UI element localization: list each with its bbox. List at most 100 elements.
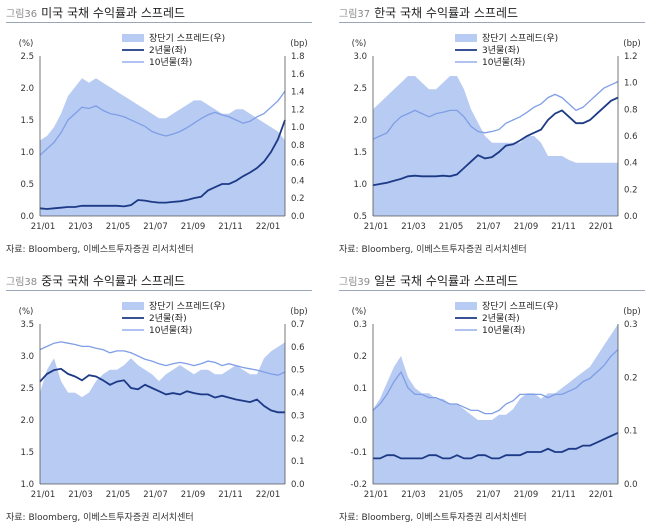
- chart-jp: (%) (bp) 0.3 0.2 0.1 0.0 -0.1 -0.2 0.3 0.2 0.1 0.0 2…: [350, 301, 640, 500]
- left-tick-label: 2.0: [20, 416, 34, 426]
- left-tick-label: -0.1: [350, 448, 367, 458]
- title-divider: [6, 290, 312, 291]
- left-axis-unit: (%): [19, 307, 34, 317]
- x-tick-label: 21/05: [439, 490, 464, 500]
- right-tick-label: 0.3: [291, 411, 305, 421]
- panel-title: 그림37 한국 국채 수익률과 스프레드: [339, 4, 518, 21]
- right-tick-label: 0.6: [291, 159, 305, 169]
- right-tick-label: 1.4: [291, 88, 305, 98]
- right-tick-label: 0.2: [624, 373, 638, 383]
- left-tick-label: 1.5: [20, 116, 34, 126]
- x-tick-label: 21/01: [31, 490, 56, 500]
- right-tick-label: 0.2: [291, 194, 305, 204]
- left-tick-label: 2.5: [20, 52, 34, 62]
- left-tick-label: 2.0: [20, 84, 34, 94]
- chart-title: 중국 국채 수익률과 스프레드: [41, 274, 186, 288]
- long-term-yield-line: [39, 90, 286, 156]
- legend-spread-label: 장단기 스프레드(우): [482, 33, 558, 44]
- x-tick-label: 21/01: [31, 222, 56, 232]
- left-tick-label: -0.2: [350, 480, 367, 490]
- right-tick-label: 0.8: [624, 105, 638, 115]
- right-tick-label: 0.0: [624, 480, 638, 490]
- chart-kr: (%) (bp) 3.0 2.5 2.0 1.5 1.0 0.5 1.2 1.0 0.8 0.6 0.4…: [352, 33, 641, 232]
- left-tick-label: 1.0: [353, 180, 367, 190]
- legend-long-label: 10년물(좌): [482, 57, 525, 68]
- left-tick-label: 0.5: [353, 212, 367, 222]
- left-tick-label: 3.5: [20, 320, 34, 330]
- right-tick-label: 0.0: [291, 480, 305, 490]
- chart-panel-jp: 그림39 일본 국채 수익률과 스프레드 (%) (bp) 0.3 0.2 0.1 0.0 -…: [333, 268, 653, 523]
- x-tick-label: 21/05: [439, 222, 464, 232]
- short-term-yield-line: [372, 96, 619, 187]
- title-divider: [6, 22, 312, 23]
- spread-area: [40, 78, 285, 216]
- chart-title: 한국 국채 수익률과 스프레드: [374, 6, 519, 20]
- right-tick-label: 0.0: [291, 212, 305, 222]
- chart-panel-cn: 그림38 중국 국채 수익률과 스프레드 (%) (bp) 3.5 3.0 2.5 2.0 1…: [0, 268, 320, 523]
- chart-panel-kr: 그림37 한국 국채 수익률과 스프레드 (%) (bp) 3.0 2.5 2.0 1.5 1…: [333, 0, 653, 255]
- left-tick-label: 1.0: [20, 480, 34, 490]
- short-term-yield-line: [39, 367, 285, 414]
- left-tick-label: 1.5: [20, 448, 34, 458]
- right-tick-label: 0.4: [624, 159, 638, 169]
- right-tick-label: 0.4: [291, 176, 305, 186]
- right-axis-unit: (bp): [290, 39, 307, 49]
- legend-short-label: 2년물(좌): [482, 313, 520, 324]
- spread-area: [373, 76, 618, 216]
- legend-long-label: 10년물(좌): [482, 325, 525, 336]
- right-tick-label: 0.2: [291, 434, 305, 444]
- legend-long-label: 10년물(좌): [149, 57, 192, 68]
- long-term-yield-line: [372, 349, 619, 415]
- x-tick-label: 21/09: [181, 222, 206, 232]
- x-tick-label: 21/07: [476, 490, 501, 500]
- left-axis-unit: (%): [352, 39, 367, 49]
- title-divider: [339, 290, 645, 291]
- x-tick-label: 21/07: [143, 222, 168, 232]
- x-tick-label: 22/01: [589, 222, 614, 232]
- figure-number: 그림39: [339, 277, 371, 288]
- panel-title: 그림39 일본 국채 수익률과 스프레드: [339, 272, 518, 289]
- source-note: 자료: Bloomberg, 이베스트투자증권 리서치센터: [339, 513, 527, 523]
- right-axis-unit: (bp): [290, 307, 307, 317]
- left-tick-label: 0.5: [20, 180, 34, 190]
- left-tick-label: 2.5: [353, 84, 367, 94]
- left-tick-label: 0.0: [20, 212, 34, 222]
- chart-panel-us: 그림36 미국 국채 수익률과 스프레드 (%) (bp) 2.5 2.0 1.5 1.0 0…: [0, 0, 320, 255]
- chart-title: 미국 국채 수익률과 스프레드: [41, 6, 186, 20]
- left-tick-label: 0.1: [353, 384, 367, 394]
- left-tick-label: 1.5: [353, 148, 367, 158]
- left-tick-label: 2.5: [20, 384, 34, 394]
- x-tick-label: 22/01: [256, 222, 281, 232]
- panel-title: 그림38 중국 국채 수익률과 스프레드: [6, 272, 185, 289]
- x-tick-label: 22/01: [589, 490, 614, 500]
- right-axis-unit: (bp): [623, 307, 640, 317]
- left-tick-label: 0.0: [353, 416, 367, 426]
- title-divider: [339, 22, 645, 23]
- right-tick-label: 0.8: [291, 141, 305, 151]
- x-tick-label: 21/07: [143, 490, 168, 500]
- short-term-yield-line: [373, 431, 619, 460]
- right-tick-label: 0.6: [291, 343, 305, 353]
- x-tick-label: 21/03: [401, 490, 426, 500]
- left-tick-label: 0.2: [353, 352, 367, 362]
- x-tick-label: 21/11: [218, 222, 243, 232]
- right-tick-label: 1.8: [291, 52, 305, 62]
- right-axis-unit: (bp): [623, 39, 640, 49]
- figure-number: 그림36: [6, 9, 38, 20]
- legend-short-label: 2년물(좌): [149, 45, 187, 56]
- legend-short-label: 2년물(좌): [149, 313, 187, 324]
- left-tick-label: 1.0: [20, 148, 34, 158]
- x-tick-label: 21/03: [68, 490, 93, 500]
- left-tick-label: 3.0: [20, 352, 34, 362]
- legend-spread-swatch: [122, 302, 144, 310]
- right-tick-label: 0.4: [291, 389, 305, 399]
- left-tick-label: 2.0: [353, 116, 367, 126]
- spread-area: [373, 324, 618, 484]
- legend-spread-label: 장단기 스프레드(우): [482, 301, 558, 312]
- right-tick-label: 1.2: [624, 52, 638, 62]
- right-tick-label: 0.5: [291, 366, 305, 376]
- source-note: 자료: Bloomberg, 이베스트투자증권 리서치센터: [6, 513, 194, 523]
- right-tick-label: 0.3: [624, 320, 638, 330]
- x-tick-label: 22/01: [256, 490, 281, 500]
- left-axis-unit: (%): [19, 39, 34, 49]
